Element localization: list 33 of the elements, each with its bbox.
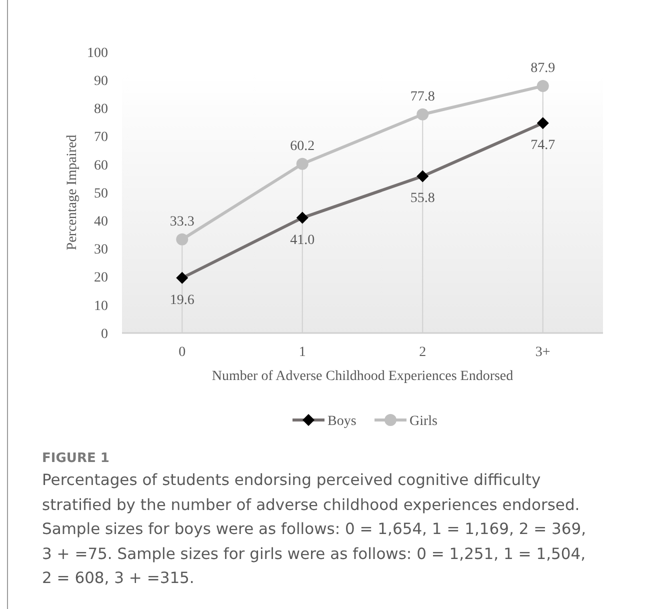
x-tick-label: 1 — [298, 345, 306, 360]
y-tick-label: 100 — [87, 46, 108, 61]
data-label: 19.6 — [170, 292, 194, 308]
data-label: 74.7 — [530, 138, 556, 154]
y-tick-label: 90 — [94, 74, 108, 89]
x-tick-label: 0 — [178, 345, 186, 360]
y-tick-label: 10 — [94, 298, 108, 314]
data-label: 77.8 — [410, 89, 435, 104]
point — [296, 158, 308, 170]
data-label: 87.9 — [530, 61, 556, 76]
data-label: 60.2 — [290, 138, 315, 154]
data-label: 55.8 — [410, 191, 435, 206]
x-tick-label: 2 — [419, 345, 426, 360]
text: FIGURE 1 — [42, 451, 110, 466]
point — [176, 233, 188, 246]
y-tick-label: 20 — [94, 270, 108, 286]
y-tick-label: 30 — [94, 242, 108, 258]
point — [416, 108, 429, 120]
y-tick-label: 0 — [101, 326, 108, 342]
y-axis-title: Percentage Impaired — [65, 134, 80, 250]
y-tick-label: 80 — [94, 102, 108, 118]
point — [536, 80, 549, 92]
x-tick-label: 3+ — [535, 345, 550, 360]
y-tick-label: 60 — [94, 158, 108, 174]
x-axis-title: Number of Adverse Childhood Experiences Endorsed — [212, 369, 514, 384]
y-tick-label: 40 — [94, 214, 108, 230]
y-tick-label: 70 — [94, 130, 108, 146]
text: Percentages of students endorsing perceived cognitive difficulty stratified by the number of adverse childhood experiences endorsed. Sample sizes for boys were as follows: 0 = 1,654, 1 = 1,169, 2 = 369, 3 + =75. Sample sizes for girls were as follows: 0 = 1,251, 1 = 1,504, 2 = 608, 3 + =315. — [42, 470, 588, 589]
legend-label: Boys — [328, 414, 356, 429]
legend-label: Girls — [410, 414, 438, 429]
data-label: 33.3 — [170, 214, 194, 230]
data-label: 41.0 — [290, 232, 315, 248]
y-tick-label: 50 — [94, 186, 108, 202]
